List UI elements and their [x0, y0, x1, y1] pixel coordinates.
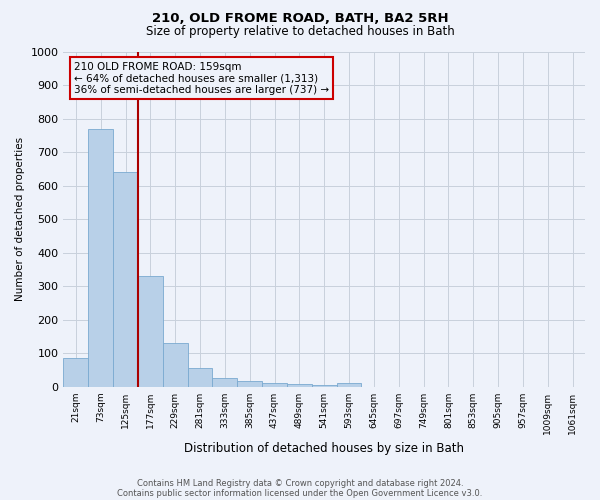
Bar	[64, 358, 88, 386]
Text: 210 OLD FROME ROAD: 159sqm
← 64% of detached houses are smaller (1,313)
36% of s: 210 OLD FROME ROAD: 159sqm ← 64% of deta…	[74, 62, 329, 95]
Bar	[237, 380, 262, 386]
Bar	[212, 378, 237, 386]
Bar	[163, 343, 188, 386]
Y-axis label: Number of detached properties: Number of detached properties	[15, 137, 25, 301]
Bar	[287, 384, 312, 386]
Bar	[262, 384, 287, 386]
Bar	[138, 276, 163, 386]
Bar	[188, 368, 212, 386]
Text: Size of property relative to detached houses in Bath: Size of property relative to detached ho…	[146, 25, 454, 38]
X-axis label: Distribution of detached houses by size in Bath: Distribution of detached houses by size …	[184, 442, 464, 455]
Bar	[337, 384, 361, 386]
Bar	[312, 384, 337, 386]
Text: Contains HM Land Registry data © Crown copyright and database right 2024.: Contains HM Land Registry data © Crown c…	[137, 478, 463, 488]
Text: Contains public sector information licensed under the Open Government Licence v3: Contains public sector information licen…	[118, 488, 482, 498]
Bar	[88, 128, 113, 386]
Bar	[113, 172, 138, 386]
Text: 210, OLD FROME ROAD, BATH, BA2 5RH: 210, OLD FROME ROAD, BATH, BA2 5RH	[152, 12, 448, 26]
